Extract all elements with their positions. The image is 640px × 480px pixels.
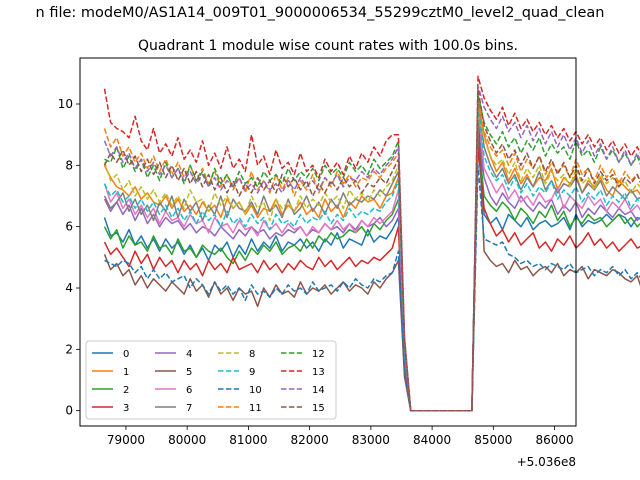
legend-label-9: 9 bbox=[249, 367, 255, 378]
series-line-3 bbox=[103, 146, 640, 412]
legend-label-12: 12 bbox=[312, 349, 325, 360]
x-axis: 79000 80000 81000 82000 83000 84000 85000 86000 bbox=[107, 426, 574, 447]
x-axis-offset-label: +5.036e8 bbox=[517, 455, 576, 469]
legend-label-5: 5 bbox=[186, 367, 192, 378]
x-tick-label: 80000 bbox=[168, 433, 206, 447]
x-tick-label: 81000 bbox=[229, 433, 267, 447]
x-tick-label: 83000 bbox=[352, 433, 390, 447]
legend-label-10: 10 bbox=[249, 385, 262, 396]
x-tick-label: 79000 bbox=[107, 433, 145, 447]
series-line-9 bbox=[103, 106, 640, 412]
legend-box bbox=[85, 340, 337, 420]
series-line-1 bbox=[103, 97, 640, 412]
figure-suptitle: n file: modeM0/AS1A14_009T01_9000006534_… bbox=[36, 5, 605, 21]
legend-label-0: 0 bbox=[123, 349, 129, 360]
legend-label-14: 14 bbox=[312, 385, 325, 396]
series-line-12 bbox=[104, 94, 640, 412]
legend-label-15: 15 bbox=[312, 403, 325, 414]
y-tick-label: 4 bbox=[65, 281, 73, 295]
legend-label-2: 2 bbox=[123, 385, 129, 396]
legend-label-8: 8 bbox=[249, 349, 255, 360]
legend-label-13: 13 bbox=[312, 367, 325, 378]
legend-label-11: 11 bbox=[249, 403, 262, 414]
series-line-2 bbox=[103, 133, 640, 412]
x-tick-label: 86000 bbox=[535, 433, 573, 447]
series-line-13 bbox=[103, 75, 640, 412]
legend-label-1: 1 bbox=[123, 367, 129, 378]
series-line-4 bbox=[103, 124, 640, 412]
series-line-5 bbox=[103, 109, 640, 412]
series-line-15 bbox=[103, 87, 640, 412]
legend-label-4: 4 bbox=[186, 349, 192, 360]
x-tick-label: 82000 bbox=[291, 433, 329, 447]
y-tick-label: 8 bbox=[65, 158, 73, 172]
legend-label-3: 3 bbox=[123, 403, 129, 414]
series-line-8 bbox=[103, 112, 640, 412]
legend-label-6: 6 bbox=[186, 385, 192, 396]
x-tick-label: 85000 bbox=[474, 433, 512, 447]
y-tick-label: 2 bbox=[65, 342, 73, 356]
legend-label-7: 7 bbox=[186, 403, 192, 414]
plot-lines bbox=[103, 75, 640, 412]
axes-frame bbox=[79, 57, 577, 427]
y-tick-label: 6 bbox=[65, 220, 73, 234]
y-tick-label: 10 bbox=[58, 97, 73, 111]
series-line-7 bbox=[103, 100, 640, 412]
y-axis: 0 2 4 6 8 10 bbox=[58, 97, 80, 418]
chart-title: Quadrant 1 module wise count rates with … bbox=[138, 38, 518, 54]
series-line-10 bbox=[104, 164, 640, 412]
y-tick-label: 0 bbox=[65, 404, 73, 418]
x-tick-label: 84000 bbox=[413, 433, 451, 447]
